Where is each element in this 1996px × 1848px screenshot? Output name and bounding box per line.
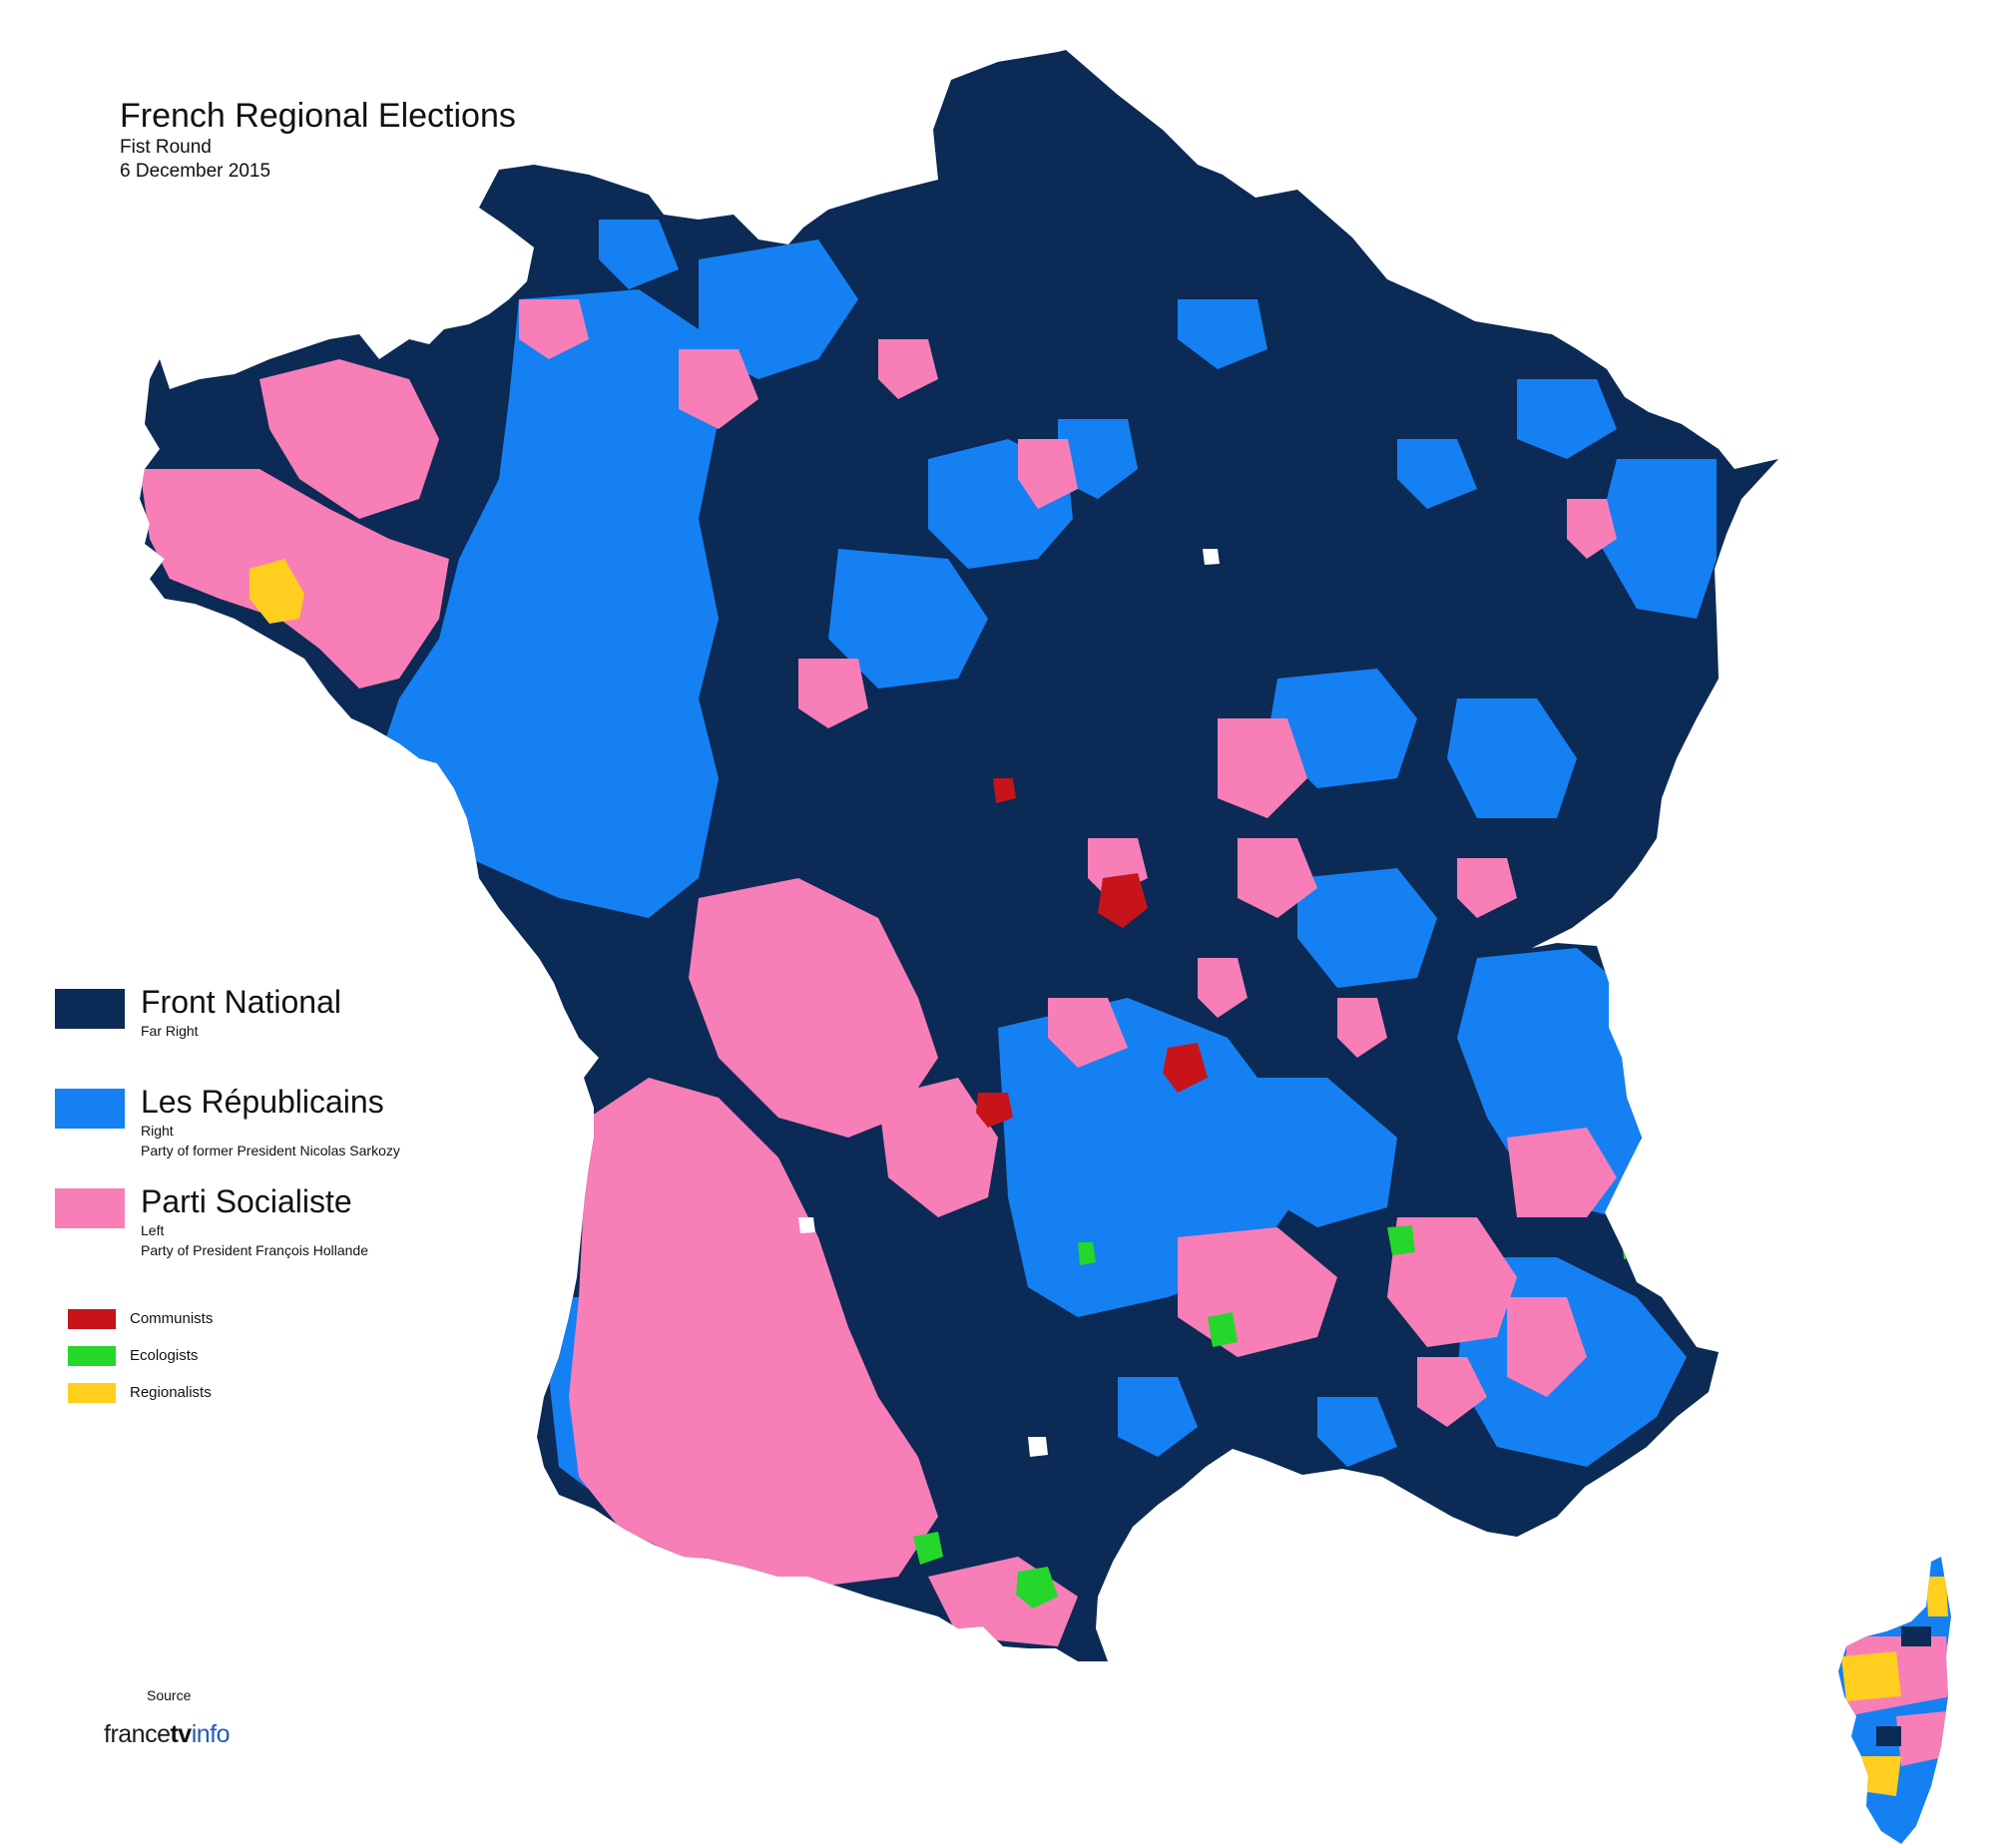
legend-swatch (68, 1346, 116, 1366)
no-data-areas (798, 549, 1220, 1457)
legend-description: Far Right (141, 1021, 199, 1041)
regionalist-regions (250, 559, 304, 624)
map-title: French Regional Elections (120, 97, 516, 135)
legend-description-line: Far Right (141, 1023, 199, 1039)
legend-description-line: Party of former President Nicolas Sarkoz… (141, 1143, 400, 1158)
logo-part-tv: tv (170, 1720, 192, 1748)
socialiste-regions (140, 299, 1617, 1646)
legend-label: Communists (130, 1310, 214, 1327)
legend-swatch (68, 1383, 116, 1403)
legend-swatch (55, 989, 125, 1029)
legend-label: Ecologists (130, 1347, 199, 1364)
legend-label: Les Républicains (141, 1084, 384, 1120)
francetvinfo-logo: francetvinfo (104, 1720, 231, 1749)
logo-part-france: france (104, 1720, 171, 1748)
corsica (1838, 1557, 1951, 1844)
legend-label: Front National (141, 984, 341, 1020)
legend-label: Regionalists (130, 1384, 212, 1401)
map-subtitle-round: Fist Round (120, 137, 212, 158)
legend-swatch (55, 1089, 125, 1129)
legend-description: Left Party of President François Holland… (141, 1220, 368, 1260)
legend-swatch (55, 1188, 125, 1228)
map-subtitle-date: 6 December 2015 (120, 161, 271, 182)
legend-label: Parti Socialiste (141, 1183, 352, 1219)
legend-description-line: Left (141, 1222, 165, 1238)
legend-description-line: Right (141, 1123, 174, 1139)
communist-regions (976, 778, 1208, 1128)
source-label: Source (147, 1687, 192, 1703)
title-block: French Regional Elections Fist Round 6 D… (120, 96, 516, 184)
ecologist-regions (913, 1225, 1639, 1609)
legend-description: Right Party of former President Nicolas … (141, 1121, 400, 1160)
legend-swatch (68, 1309, 116, 1329)
logo-part-info: info (191, 1720, 231, 1748)
legend-description-line: Party of President François Hollande (141, 1242, 368, 1258)
